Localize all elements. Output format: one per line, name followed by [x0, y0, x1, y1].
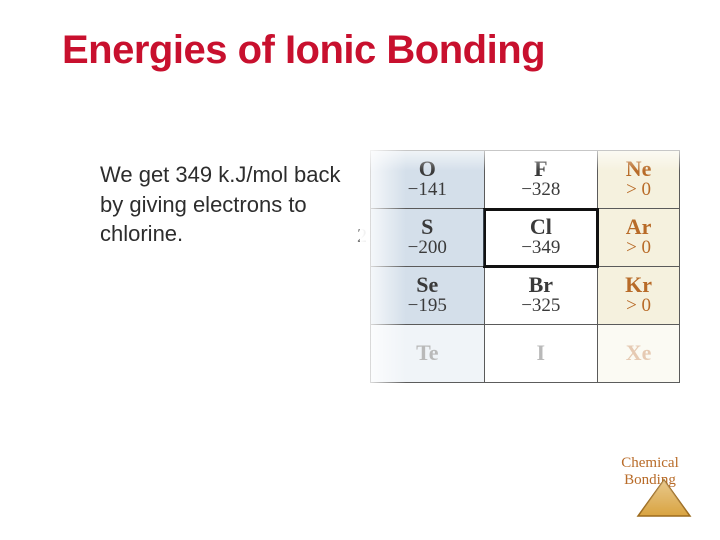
sym-Se: Se — [373, 273, 482, 296]
sym-F: F — [487, 157, 596, 180]
triangle-shine — [638, 480, 690, 516]
val-Ar: > 0 — [600, 238, 677, 258]
sym-Kr: Kr — [600, 273, 677, 296]
cell-Br: Br −325 — [484, 267, 598, 325]
cell-Te: Te — [371, 325, 485, 383]
val-S: −200 — [373, 238, 482, 258]
cell-Cl-highlighted: Cl −349 — [484, 209, 598, 267]
sym-Cl: Cl — [487, 215, 596, 238]
cell-Ar: Ar > 0 — [598, 209, 680, 267]
cell-O: O −141 — [371, 151, 485, 209]
row2-leading: 2 — [357, 225, 367, 248]
sym-Ne: Ne — [600, 157, 677, 180]
val-O: −141 — [373, 180, 482, 200]
footer-triangle-icon — [636, 478, 692, 518]
val-Br: −325 — [487, 296, 596, 316]
sym-S: S — [373, 215, 482, 238]
sym-Ar: Ar — [600, 215, 677, 238]
cell-Se: Se −195 — [371, 267, 485, 325]
body-text: We get 349 k.J/mol back by giving electr… — [100, 160, 360, 249]
sym-Xe: Xe — [600, 341, 677, 364]
val-Ne: > 0 — [600, 180, 677, 200]
cell-I: I — [484, 325, 598, 383]
val-F: −328 — [487, 180, 596, 200]
cell-Ne: Ne > 0 — [598, 151, 680, 209]
cell-Kr: Kr > 0 — [598, 267, 680, 325]
val-Kr: > 0 — [600, 296, 677, 316]
sym-I: I — [487, 341, 596, 364]
cell-Xe: Xe — [598, 325, 680, 383]
sym-O: O — [373, 157, 482, 180]
footer-line1: Chemical — [621, 455, 678, 471]
val-Cl: −349 — [487, 238, 596, 258]
page-title: Energies of Ionic Bonding — [62, 28, 545, 73]
sym-Br: Br — [487, 273, 596, 296]
sym-Te: Te — [373, 341, 482, 364]
cell-S: 2 S −200 — [371, 209, 485, 267]
electron-affinity-table: O −141 F −328 Ne > 0 2 S −200 Cl −349 — [370, 150, 680, 383]
cell-F: F −328 — [484, 151, 598, 209]
val-Se: −195 — [373, 296, 482, 316]
